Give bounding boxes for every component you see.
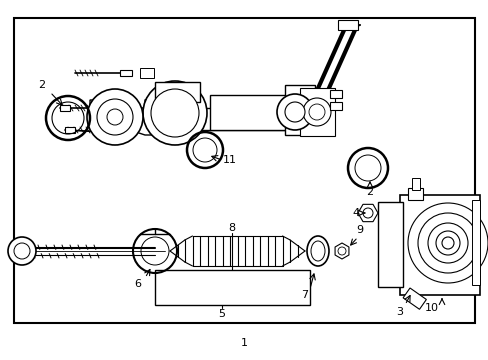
Bar	[130, 108, 325, 130]
Text: 6: 6	[134, 279, 141, 289]
Circle shape	[337, 247, 346, 255]
Text: 5: 5	[218, 309, 225, 319]
Polygon shape	[357, 204, 377, 222]
Bar	[60, 105, 70, 111]
Ellipse shape	[306, 236, 328, 266]
Bar	[329, 102, 341, 110]
Circle shape	[142, 81, 206, 145]
Bar	[337, 20, 357, 30]
Text: 10: 10	[424, 303, 438, 313]
Bar	[407, 188, 422, 200]
Ellipse shape	[310, 241, 325, 261]
Text: 9: 9	[356, 225, 363, 235]
Circle shape	[427, 223, 467, 263]
Bar	[14, 18, 474, 323]
Bar	[140, 68, 154, 78]
Bar	[377, 202, 402, 287]
Polygon shape	[334, 243, 348, 259]
Circle shape	[407, 203, 487, 283]
Circle shape	[87, 89, 142, 145]
Circle shape	[308, 104, 325, 120]
Circle shape	[362, 208, 372, 218]
Bar	[155, 82, 200, 102]
Circle shape	[151, 89, 199, 137]
Text: 2: 2	[366, 187, 373, 197]
Circle shape	[435, 231, 459, 255]
Circle shape	[8, 237, 36, 265]
Circle shape	[417, 213, 477, 273]
Text: 8: 8	[228, 223, 235, 233]
Bar	[471, 200, 479, 285]
Bar	[285, 85, 314, 135]
Text: 3: 3	[396, 307, 403, 317]
Circle shape	[107, 109, 123, 125]
Circle shape	[441, 237, 453, 249]
Bar	[399, 195, 479, 295]
Circle shape	[97, 99, 133, 135]
Bar	[329, 90, 341, 98]
Circle shape	[285, 102, 305, 122]
Bar	[411, 178, 419, 190]
Text: 4: 4	[352, 208, 359, 218]
Circle shape	[14, 243, 30, 259]
Text: 11: 11	[223, 155, 237, 165]
Text: 2: 2	[39, 80, 45, 90]
Circle shape	[303, 98, 330, 126]
Polygon shape	[90, 95, 175, 135]
Bar	[65, 127, 75, 133]
Text: 7: 7	[301, 290, 308, 300]
Bar	[155, 270, 309, 305]
Text: 1: 1	[240, 338, 247, 348]
Bar	[299, 88, 334, 136]
Bar	[209, 95, 289, 130]
Bar	[120, 70, 132, 76]
Circle shape	[276, 94, 312, 130]
Bar	[402, 288, 426, 309]
